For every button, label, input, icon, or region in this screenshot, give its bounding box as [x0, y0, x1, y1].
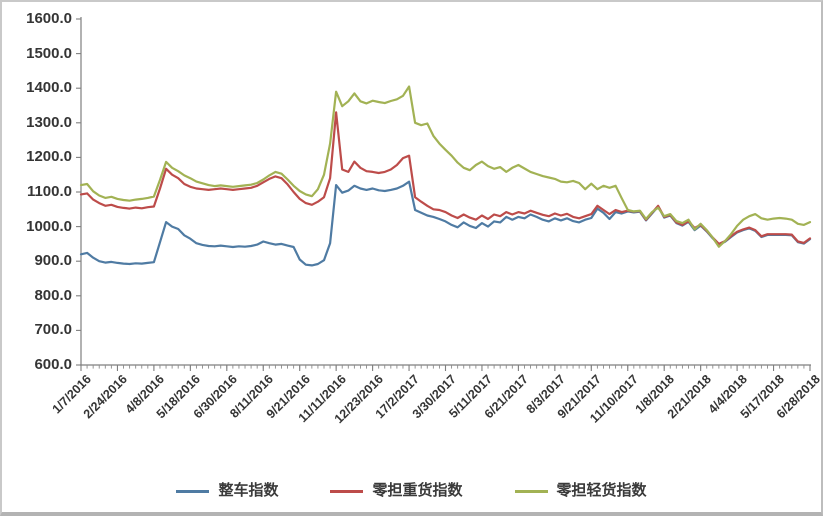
legend-label: 零担轻货指数	[556, 482, 647, 499]
legend-line-swatch	[176, 489, 210, 493]
y-tick-label: 1600.0	[26, 10, 72, 27]
legend-item-ltl-light-index: 零担轻货指数	[514, 482, 647, 500]
legend-item-whole-vehicle-index: 整车指数	[176, 482, 278, 500]
y-tick-label: 700.0	[34, 321, 72, 339]
y-tick-label: 1300.0	[26, 113, 72, 131]
y-tick-label: 600.0	[34, 356, 72, 373]
y-tick-label: 800.0	[34, 286, 72, 304]
y-tick-label: 1100.0	[26, 183, 72, 200]
series-line-2	[79, 85, 812, 248]
y-tick-label: 1200.0	[26, 148, 72, 166]
legend: 整车指数 零担重货指数 零担轻货指数	[2, 482, 821, 500]
legend-line-swatch	[330, 489, 364, 493]
y-tick-label: 900.0	[34, 252, 72, 270]
y-tick-label: 1000.0	[26, 217, 72, 235]
legend-label: 整车指数	[218, 482, 279, 499]
legend-label: 零担重货指数	[372, 482, 463, 499]
y-tick-label: 1500.0	[26, 44, 72, 62]
y-tick-label: 1400.0	[26, 79, 72, 97]
legend-item-ltl-heavy-index: 零担重货指数	[330, 482, 463, 500]
legend-line-swatch	[514, 489, 548, 493]
